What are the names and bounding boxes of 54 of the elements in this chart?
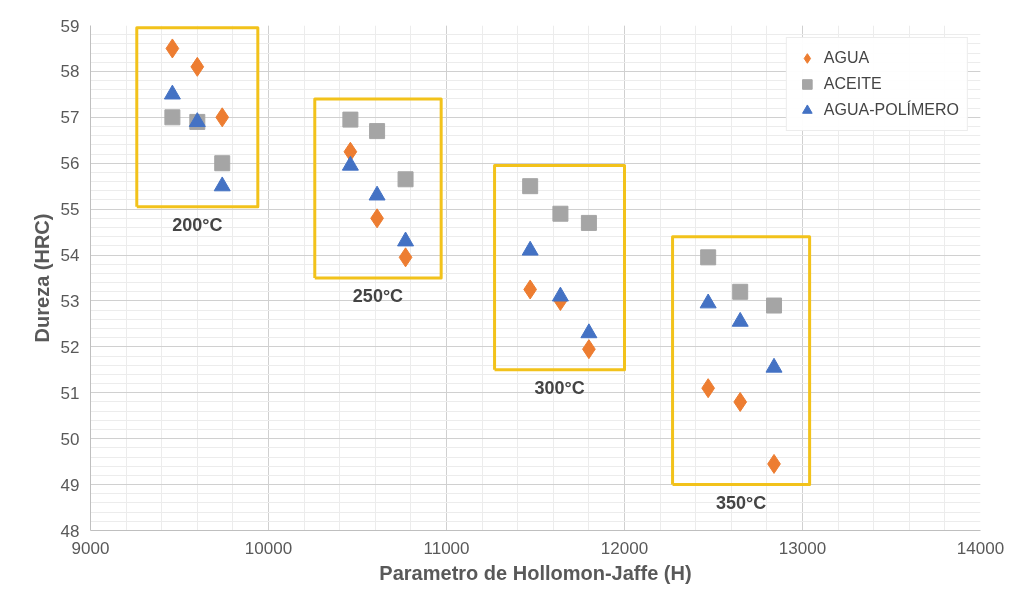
- point: [733, 391, 748, 412]
- annotation: 200°C: [172, 214, 223, 235]
- point: [342, 111, 359, 128]
- x-tick-label: 9000: [71, 538, 110, 558]
- y-tick-label: 53: [60, 291, 80, 311]
- point: [731, 311, 749, 327]
- y-tick-label: 54: [60, 246, 80, 266]
- x-tick-label: 12000: [600, 538, 649, 558]
- point: [552, 205, 569, 222]
- point: [765, 357, 783, 373]
- x-tick-label: 10000: [244, 538, 293, 558]
- y-tick-label: 52: [60, 337, 80, 357]
- point: [215, 107, 230, 128]
- x-tick-label: 11000: [423, 538, 470, 558]
- point: [699, 293, 717, 309]
- point: [732, 283, 749, 300]
- point: [368, 185, 386, 201]
- point: [213, 176, 231, 192]
- point: [522, 178, 539, 195]
- y-tick-label: 58: [60, 62, 80, 82]
- point: [398, 247, 413, 268]
- point: [214, 155, 231, 172]
- annotation: 350°C: [715, 492, 767, 513]
- point: [397, 231, 415, 247]
- point: [580, 323, 598, 339]
- legend-label: ACEITE: [823, 75, 882, 93]
- y-tick-label: 56: [60, 154, 80, 174]
- point: [190, 56, 205, 77]
- legend-label: AGUA: [823, 49, 870, 67]
- x-tick-label: 13000: [778, 538, 827, 558]
- legend-label: AGUA-POLÍMERO: [823, 101, 959, 119]
- point: [343, 141, 358, 162]
- y-tick-label: 59: [60, 16, 80, 36]
- point: [521, 240, 539, 256]
- annotation: 250°C: [352, 286, 404, 306]
- y-tick-label: 49: [60, 475, 80, 495]
- y-tick-label: 55: [60, 200, 80, 220]
- y-tick-label: 50: [60, 429, 80, 449]
- point: [165, 38, 180, 59]
- point: [397, 171, 414, 188]
- point: [369, 123, 386, 140]
- point: [580, 214, 597, 231]
- x-tick-label: 14000: [956, 538, 1005, 558]
- point: [164, 109, 181, 126]
- y-axis-title: Dureza (HRC): [30, 213, 53, 343]
- point: [766, 297, 783, 314]
- y-tick-label: 48: [60, 521, 80, 541]
- point: [551, 286, 569, 302]
- y-tick-label: 57: [60, 108, 80, 128]
- x-axis-title: Parametro de Hollomon-Jaffe (H): [379, 561, 692, 584]
- point: [700, 249, 717, 266]
- annotation: 300°C: [534, 377, 585, 398]
- point: [341, 155, 359, 171]
- y-tick-label: 51: [60, 383, 80, 403]
